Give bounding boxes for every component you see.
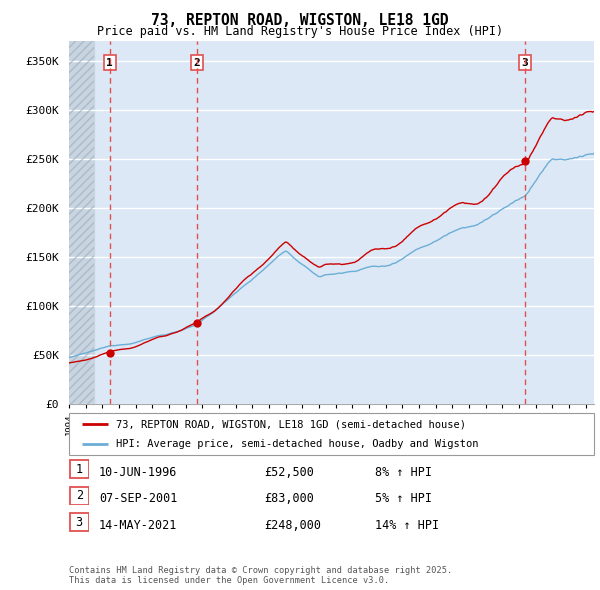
Text: 1: 1 bbox=[106, 58, 113, 68]
Text: HPI: Average price, semi-detached house, Oadby and Wigston: HPI: Average price, semi-detached house,… bbox=[116, 439, 479, 449]
Bar bbox=[69, 41, 94, 404]
Text: 3: 3 bbox=[76, 516, 83, 529]
Text: Contains HM Land Registry data © Crown copyright and database right 2025.
This d: Contains HM Land Registry data © Crown c… bbox=[69, 566, 452, 585]
Text: Price paid vs. HM Land Registry's House Price Index (HPI): Price paid vs. HM Land Registry's House … bbox=[97, 25, 503, 38]
FancyBboxPatch shape bbox=[70, 460, 89, 478]
Text: 14-MAY-2021: 14-MAY-2021 bbox=[99, 519, 178, 532]
Text: 1: 1 bbox=[76, 463, 83, 476]
Text: 07-SEP-2001: 07-SEP-2001 bbox=[99, 492, 178, 505]
Text: 14% ↑ HPI: 14% ↑ HPI bbox=[375, 519, 439, 532]
FancyBboxPatch shape bbox=[70, 513, 89, 531]
Bar bbox=[69, 41, 94, 404]
Text: £83,000: £83,000 bbox=[264, 492, 314, 505]
Text: £248,000: £248,000 bbox=[264, 519, 321, 532]
FancyBboxPatch shape bbox=[70, 487, 89, 504]
Text: 8% ↑ HPI: 8% ↑ HPI bbox=[375, 466, 432, 478]
Text: 5% ↑ HPI: 5% ↑ HPI bbox=[375, 492, 432, 505]
Text: 2: 2 bbox=[76, 489, 83, 502]
Text: £52,500: £52,500 bbox=[264, 466, 314, 478]
FancyBboxPatch shape bbox=[69, 413, 594, 455]
Text: 10-JUN-1996: 10-JUN-1996 bbox=[99, 466, 178, 478]
Text: 3: 3 bbox=[522, 58, 529, 68]
Text: 73, REPTON ROAD, WIGSTON, LE18 1GD (semi-detached house): 73, REPTON ROAD, WIGSTON, LE18 1GD (semi… bbox=[116, 419, 466, 430]
Text: 73, REPTON ROAD, WIGSTON, LE18 1GD: 73, REPTON ROAD, WIGSTON, LE18 1GD bbox=[151, 13, 449, 28]
Text: 2: 2 bbox=[194, 58, 200, 68]
